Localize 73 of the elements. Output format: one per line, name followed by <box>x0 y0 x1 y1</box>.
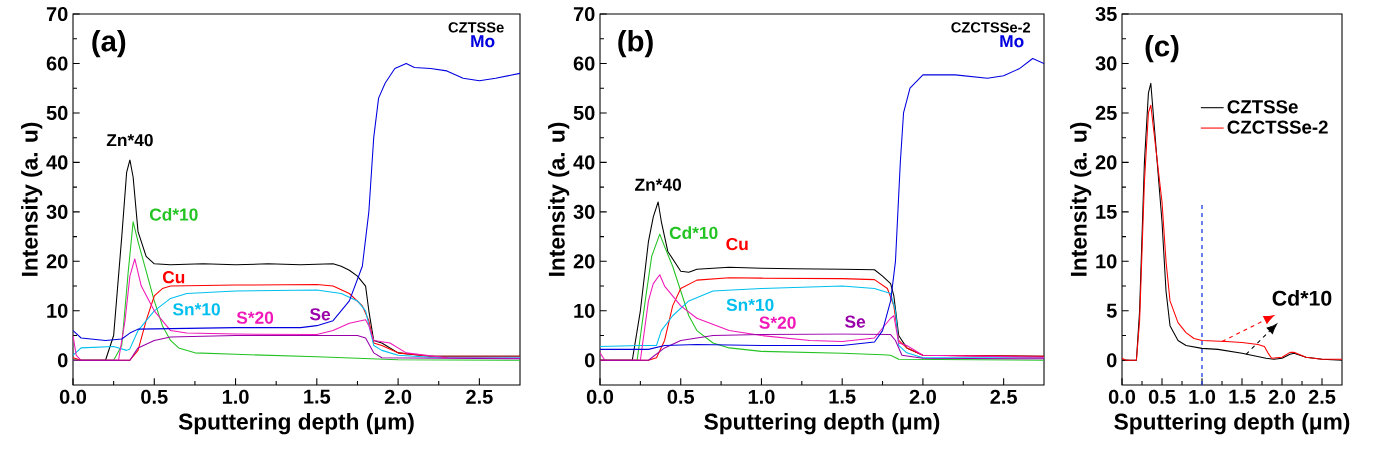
y-tick-label: 50 <box>573 105 595 121</box>
y-tick-label: 35 <box>1095 6 1117 22</box>
y-tick-label: 40 <box>46 155 68 170</box>
x-axis-title: Sputtering depth (μm) <box>178 413 414 435</box>
y-tick-label: 20 <box>1095 155 1117 170</box>
y-tick-label: 20 <box>46 254 68 269</box>
y-tick-label: 0 <box>584 353 595 368</box>
y-tick-label: 10 <box>1096 254 1117 269</box>
series-label: Mo <box>1000 35 1024 48</box>
y-tick-label: 0 <box>57 353 68 368</box>
y-tick-label: 25 <box>1095 105 1117 121</box>
annotation: (b) <box>618 30 653 58</box>
y-tick-label: 10 <box>47 303 68 318</box>
y-tick-label: 5 <box>1106 303 1117 318</box>
x-tick-label: 2.0 <box>909 389 936 404</box>
x-tick-label: 1.5 <box>829 389 856 404</box>
y-tick-label: 30 <box>46 204 68 219</box>
x-axis-title: Sputtering depth (μm) <box>1114 413 1350 435</box>
y-axis-title: Intensity (a. u) <box>21 122 43 276</box>
y-tick-label: 30 <box>573 204 595 219</box>
y-tick-label: 60 <box>573 56 595 71</box>
y-tick-label: 15 <box>1096 204 1117 219</box>
x-tick-label: 2.5 <box>1308 389 1336 404</box>
y-tick-label: 10 <box>574 303 595 318</box>
y-tick-label: 20 <box>573 254 595 269</box>
x-tick-label: 2.5 <box>990 389 1017 404</box>
y-tick-label: 30 <box>1095 56 1117 71</box>
series-label: Sn*10 <box>172 303 220 316</box>
y-tick-label: 70 <box>573 6 595 22</box>
x-tick-label: 2.0 <box>1268 389 1296 404</box>
y-tick-label: 60 <box>46 56 68 71</box>
x-tick-label: 0.5 <box>1148 389 1176 404</box>
annotation: CZTSSe <box>448 22 504 33</box>
line-series <box>600 57 1044 350</box>
series-label: Cu <box>726 237 748 251</box>
series-label: Cd*10 <box>669 226 718 240</box>
legend-label: Zn*40 <box>106 134 153 147</box>
y-tick-label: 70 <box>46 6 68 22</box>
legend-label: Zn*40 <box>635 178 682 191</box>
x-tick-label: 0.0 <box>586 389 614 404</box>
x-tick-label: 0.0 <box>1108 389 1136 404</box>
legend-label: CZCTSSe-2 <box>1227 120 1328 134</box>
annotation: (c) <box>1145 34 1179 63</box>
x-tick-label: 1.0 <box>222 389 249 404</box>
x-tick-label: 1.5 <box>304 389 331 404</box>
series-label: Se <box>845 315 866 328</box>
y-axis-title: Intensity (a. u) <box>1070 122 1092 276</box>
y-tick-label: 40 <box>573 155 595 170</box>
x-tick-label: 2.5 <box>466 389 493 404</box>
annotation: (a) <box>92 30 126 58</box>
line-series <box>73 62 520 342</box>
x-tick-label: 1.5 <box>1229 389 1256 404</box>
y-tick-label: 0 <box>1106 353 1117 368</box>
series-label: Mo <box>471 35 495 48</box>
line-series <box>600 333 1044 361</box>
x-tick-label: 0.0 <box>59 389 87 404</box>
y-tick-label: 50 <box>46 105 68 121</box>
y-axis-title: Intensity (a. u) <box>548 122 570 276</box>
annotation: Cd*10 <box>1272 290 1332 306</box>
legend-label: CZTSSe <box>1227 100 1298 114</box>
annotation: CZCTSSe-2 <box>951 22 1031 33</box>
series-label: Cu <box>162 271 185 284</box>
x-tick-label: 0.5 <box>141 389 168 404</box>
x-tick-label: 0.5 <box>667 389 695 404</box>
x-tick-label: 1.0 <box>1189 389 1216 404</box>
series-label: S*20 <box>236 311 274 324</box>
series-label: Cd*10 <box>149 207 198 221</box>
x-axis-title: Sputtering depth (μm) <box>704 413 940 435</box>
series-label: S*20 <box>759 316 796 329</box>
x-tick-label: 2.0 <box>384 389 412 404</box>
x-tick-label: 1.0 <box>748 389 775 404</box>
series-label: Sn*10 <box>726 298 774 311</box>
series-label: Se <box>309 308 331 321</box>
